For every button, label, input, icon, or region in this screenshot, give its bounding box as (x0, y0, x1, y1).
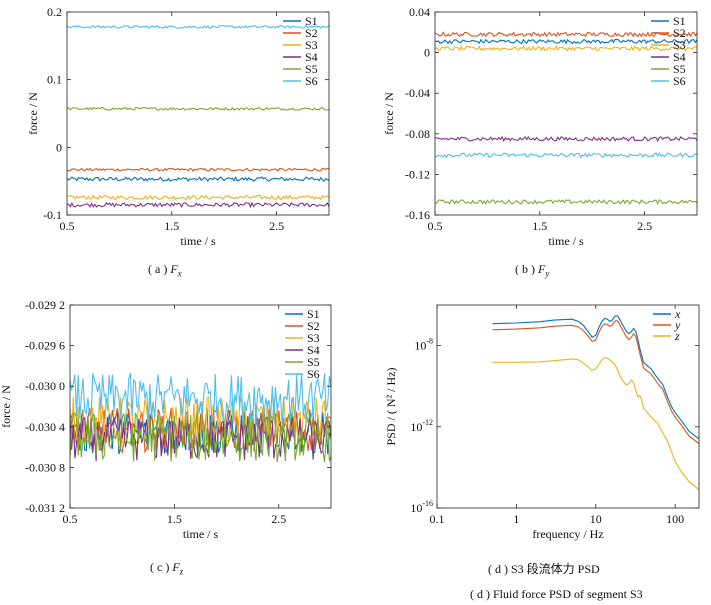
series-line-S6 (435, 152, 697, 159)
legend-label-S2: S2 (305, 26, 318, 40)
legend-label-S6: S6 (305, 74, 318, 88)
y-axis-label: force / N (26, 92, 40, 135)
x-axis-label: time / s (180, 234, 216, 248)
y-tick-label: -0.04 (405, 86, 430, 100)
chart-b: 0.5 1.5 2.5 -0.16 -0.12 -0.08 -0.04 0 0.04 time /… (382, 5, 698, 248)
caption-a: ( a ) Fx (148, 262, 182, 279)
x-tick-label: 0.5 (428, 219, 443, 233)
y-tick-label: 10-16 (410, 499, 433, 515)
legend-label-S5: S5 (673, 62, 686, 76)
y-tick-label: -0.08 (405, 127, 430, 141)
series-group (492, 314, 699, 491)
series-line-z (492, 356, 699, 491)
x-tick-label: 2.5 (269, 219, 284, 233)
y-tick-label: -0.030 8 (25, 460, 65, 474)
legend-label-S3: S3 (307, 331, 320, 345)
y-tick-label: 0.04 (409, 5, 430, 19)
series-line-y (492, 319, 699, 444)
x-tick-label: 2.5 (271, 512, 286, 526)
y-tick-label: -0.030 0 (25, 379, 65, 393)
caption-d-cn: ( d ) S3 段流体力 PSD (488, 562, 600, 576)
legend-label-S4: S4 (673, 50, 686, 64)
legend-label-S1: S1 (305, 14, 318, 28)
series-line-S3 (67, 194, 329, 201)
axes-box (66, 11, 330, 216)
y-tick-label: -0.031 2 (25, 501, 65, 515)
y-axis-label: PSD / ( N² / Hz) (384, 368, 398, 446)
y-tick-label: 0 (56, 140, 62, 154)
y-tick-label: 0 (424, 46, 430, 60)
y-axis-label: force / N (0, 385, 13, 428)
series-group (70, 372, 331, 463)
series-line-x (492, 314, 699, 440)
series-line-S6 (67, 24, 329, 29)
x-tick-label: 100 (666, 512, 684, 526)
series-line-S2 (435, 31, 697, 38)
x-tick-label: 0.5 (63, 512, 78, 526)
x-axis-label: time / s (548, 234, 584, 248)
legend-label-S3: S3 (305, 38, 318, 52)
series-line-S6 (70, 372, 331, 425)
legend-label-S2: S2 (307, 319, 320, 333)
caption-c: ( c ) Fz (150, 560, 184, 577)
y-tick-label: -0.1 (43, 208, 62, 222)
legend-label-S4: S4 (305, 50, 318, 64)
y-tick-label: -0.029 6 (25, 339, 65, 353)
x-axis-label: time / s (183, 527, 219, 541)
x-tick-label: 1.5 (164, 219, 179, 233)
legend-label-S6: S6 (673, 74, 686, 88)
chart-d: 0.1 1 10 100 10-16 10-12 10-8 frequency / Hz PSD… (384, 304, 700, 541)
y-tick-label: -0.12 (405, 167, 430, 181)
y-tick-label: 0.2 (47, 5, 62, 19)
x-tick-label: 2.5 (637, 219, 652, 233)
y-tick-label: -0.029 2 (25, 298, 65, 312)
y-tick-label: 10-12 (410, 418, 433, 434)
x-tick-label: 0.5 (60, 219, 75, 233)
legend-label-S5: S5 (305, 62, 318, 76)
caption-d-en: ( d ) Fluid force PSD of segment S3 (470, 587, 643, 601)
axes-box (69, 304, 332, 509)
axes-box (436, 304, 700, 509)
x-tick-label: 1.5 (167, 512, 182, 526)
series-line-S4 (435, 135, 697, 143)
axes-box (434, 11, 698, 216)
series-line-S3 (435, 45, 697, 52)
series-line-S1 (67, 176, 329, 183)
x-axis-label: frequency / Hz (532, 527, 603, 541)
y-tick-label: 10-8 (414, 337, 433, 353)
series-group (435, 31, 697, 205)
legend-label-S4: S4 (307, 343, 320, 357)
series-line-S5 (67, 106, 329, 111)
legend-label-S3: S3 (673, 38, 686, 52)
legend-label-x: x (674, 307, 681, 321)
caption-b: ( b ) Fy (515, 262, 550, 279)
legend-label-S1: S1 (307, 307, 320, 321)
x-tick-label: 0.1 (430, 512, 445, 526)
series-line-S1 (435, 38, 697, 45)
x-tick-label: 1 (513, 512, 519, 526)
series-group (67, 24, 329, 209)
series-line-S2 (67, 167, 329, 172)
series-line-S5 (435, 198, 697, 205)
x-tick-label: 10 (590, 512, 602, 526)
legend-label-y: y (674, 318, 681, 332)
legend-label-S5: S5 (307, 355, 320, 369)
y-tick-label: -0.16 (405, 208, 430, 222)
legend-label-S2: S2 (673, 26, 686, 40)
series-line-S5 (70, 411, 331, 463)
y-tick-label: -0.030 4 (25, 420, 65, 434)
x-tick-label: 1.5 (532, 219, 547, 233)
y-axis-label: force / N (382, 92, 396, 135)
legend-label-S1: S1 (673, 14, 686, 28)
legend-label-S6: S6 (307, 367, 320, 381)
series-line-S4 (67, 201, 329, 209)
chart-c: 0.5 1.5 2.5 -0.031 2 -0.030 8 -0.030 4 -0.030 … (0, 298, 332, 541)
legend-label-z: z (674, 329, 680, 343)
y-tick-label: 0.1 (47, 73, 62, 87)
